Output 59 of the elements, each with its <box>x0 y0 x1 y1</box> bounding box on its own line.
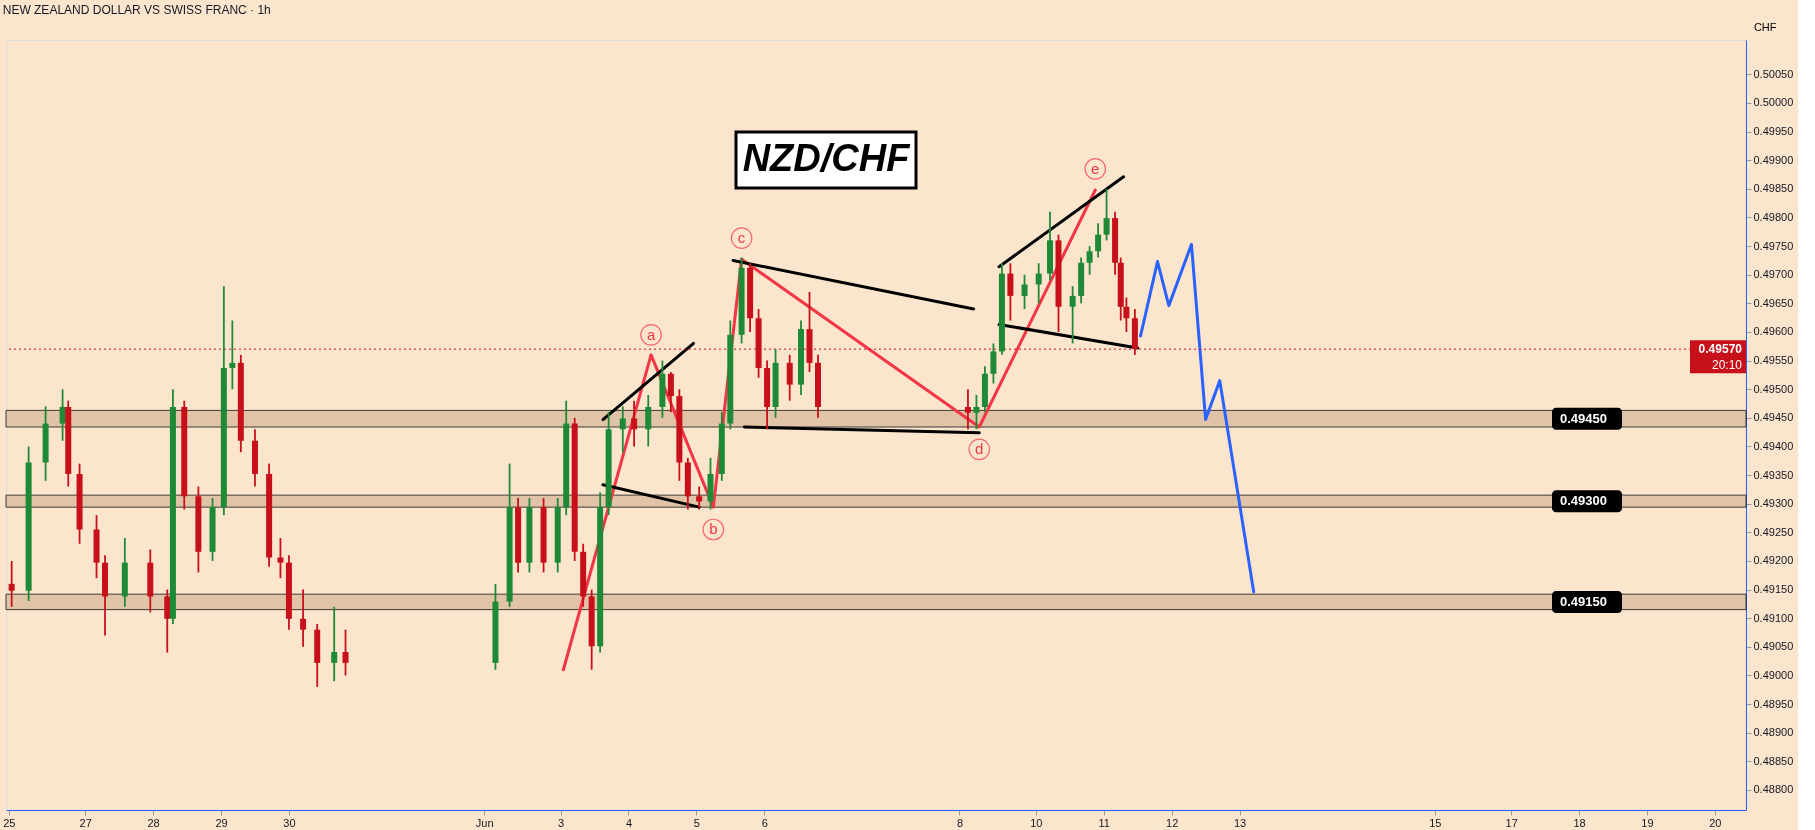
x-tick-label: 15 <box>1429 816 1442 829</box>
annotation: NZD/CHF <box>742 137 912 179</box>
y-tick-label: 0.49650 <box>1753 296 1794 309</box>
y-tick-label: 0.49400 <box>1753 439 1794 452</box>
annotation: 20:10 <box>1711 358 1743 373</box>
y-tick-label: 0.49350 <box>1753 468 1794 481</box>
x-tick-label: 20 <box>1709 816 1722 829</box>
x-tick-label: 8 <box>956 816 964 829</box>
x-tick-label: 13 <box>1233 816 1247 829</box>
y-tick-label: 0.49200 <box>1753 554 1794 567</box>
y-tick-label: 0.48850 <box>1753 754 1794 767</box>
x-tick-label: 5 <box>693 816 700 829</box>
y-tick-label: 0.48900 <box>1753 726 1794 739</box>
annotation: d <box>975 440 984 458</box>
x-tick-label: 25 <box>3 816 16 829</box>
x-tick-label: 17 <box>1505 816 1518 829</box>
x-tick-label: 10 <box>1030 816 1043 829</box>
y-tick-label: 0.49850 <box>1753 182 1794 195</box>
x-tick-label: 27 <box>79 816 92 829</box>
x-tick-label: 18 <box>1573 816 1586 829</box>
annotation: a <box>646 325 656 343</box>
y-tick-label: 0.49950 <box>1753 125 1794 138</box>
annotation: c <box>737 229 746 247</box>
annotation: e <box>1091 159 1100 177</box>
y-tick-label: 0.49150 <box>1753 583 1794 596</box>
annotation: b <box>709 520 718 538</box>
x-tick-label: 6 <box>761 816 768 829</box>
y-tick-label: 0.49800 <box>1753 210 1794 223</box>
x-tick-label: 3 <box>557 816 565 829</box>
x-tick-label: 11 <box>1098 816 1110 829</box>
y-tick-label: 0.49050 <box>1753 640 1794 653</box>
ref-line-label: 0.49570 <box>1698 342 1743 357</box>
band-label: 0.49300 <box>1560 493 1607 509</box>
y-tick-label: 0.48950 <box>1753 697 1794 710</box>
x-tick-label: 28 <box>147 816 160 829</box>
y-tick-label: 0.50000 <box>1753 96 1794 109</box>
y-tick-label: 0.49300 <box>1753 497 1794 510</box>
y-tick-label: 0.49500 <box>1753 382 1794 395</box>
y-tick-label: 0.49900 <box>1753 153 1794 166</box>
y-axis-title: CHF <box>1753 20 1777 33</box>
y-tick-label: 0.49450 <box>1753 411 1794 424</box>
x-tick-label: 30 <box>283 816 296 829</box>
band-label: 0.49450 <box>1560 410 1607 426</box>
x-tick-label: 29 <box>215 816 228 829</box>
y-tick-label: 0.49750 <box>1753 239 1794 252</box>
x-tick-label: 12 <box>1166 816 1179 829</box>
band-label: 0.49150 <box>1560 593 1607 609</box>
y-tick-label: 0.49600 <box>1753 325 1794 338</box>
y-tick-label: 0.49100 <box>1753 611 1794 624</box>
y-tick-label: 0.49700 <box>1753 268 1794 281</box>
x-tick-label: Jun <box>475 816 494 829</box>
y-tick-label: 0.50050 <box>1753 67 1794 80</box>
y-tick-label: 0.49550 <box>1753 354 1794 367</box>
x-tick-label: 19 <box>1641 816 1654 829</box>
chart-title: NEW ZEALAND DOLLAR VS SWISS FRANC · 1h <box>2 3 271 17</box>
y-tick-label: 0.49250 <box>1753 525 1794 538</box>
y-tick-label: 0.48800 <box>1753 783 1794 796</box>
x-tick-label: 4 <box>625 816 632 829</box>
y-tick-label: 0.49000 <box>1753 668 1794 681</box>
